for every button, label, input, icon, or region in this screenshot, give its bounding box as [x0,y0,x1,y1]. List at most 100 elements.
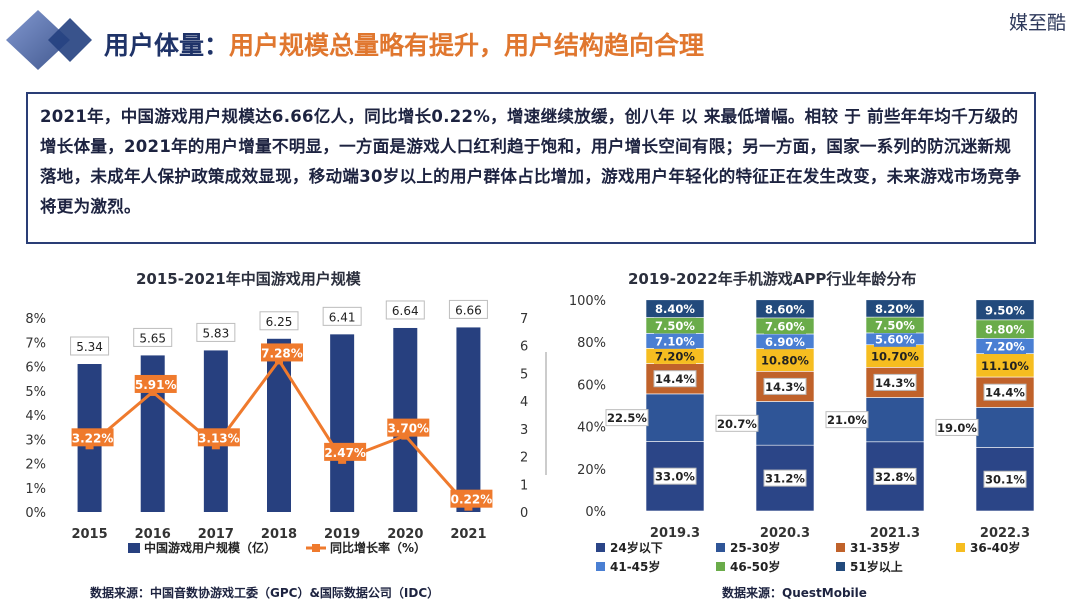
segment-value-label: 19.0% [937,421,977,435]
growth-value-label: 5.91% [135,378,177,392]
segment-value-label: 7.20% [655,349,695,363]
growth-value-label: 3.13% [198,431,240,445]
segment-label-box [654,300,696,317]
right-axis-tick-label: 0 [520,506,528,521]
segment-label-box [654,317,696,334]
legend-label: 46-50岁 [730,559,780,574]
legend-bar-label: 中国游戏用户规模（亿） [144,540,276,555]
legend-label: 41-45岁 [610,559,660,574]
growth-label-box [134,374,177,393]
bar-value-label: 5.83 [202,326,229,340]
segment-value-label: 32.8% [875,470,915,484]
right-axis-tick-label: 1 [520,478,528,493]
bar-label-box [196,322,236,342]
user-scale-chart: 0% 1% 2% 3% 4% 5% 6% 7% 8% 0 1 2 3 4 5 6 7 5.34 2015 5.65 20… [25,299,547,555]
growth-value-label: 0.22% [451,493,493,507]
page-title-prefix: 用户体量： [104,31,230,60]
legend-swatch [596,543,605,552]
left-axis-tick-label: 6% [25,361,46,376]
left-axis-tick-label: 0% [25,506,46,521]
segment-label-box [935,418,979,436]
bar-label-box [133,327,173,347]
segment-value-label: 31.2% [765,472,805,486]
growth-value-label: 7.28% [261,346,303,360]
x-axis-tick-label: 2020 [387,527,423,542]
segment-label-box [653,467,697,485]
left-axis-tick-label: 4% [25,409,46,424]
segment-value-label: 5.60% [875,332,915,346]
segment-value-label: 14.3% [875,376,915,390]
user-scale-bar [330,334,355,512]
user-scale-chart-title: 2015-2021年中国游戏用户规模 [136,270,361,288]
left-axis-tick-label: 8% [25,312,46,327]
left-axis-tick-label: 1% [25,482,46,497]
bar-value-label: 6.64 [392,304,419,318]
segment-label-box [983,383,1027,401]
x-axis-tick-label: 2019 [324,527,360,542]
right-axis-tick-label: 5 [520,367,528,382]
user-scale-data-source: 数据来源：中国音数协游戏工委（GPC）&国际数据公司（IDC） [90,586,440,600]
legend-swatch [836,562,845,571]
segment-label-box [874,317,916,334]
y-axis-tick-label: 60% [577,378,606,393]
growth-label-box [197,428,240,447]
growth-value-label: 2.47% [324,446,366,460]
growth-label-box [71,428,114,447]
segment-value-label: 7.20% [985,339,1025,353]
x-axis-tick-label: 2016 [135,527,171,542]
x-axis-tick-label: 2021 [450,527,486,542]
bar-label-box [385,300,425,320]
summary-text-box: 2021年，中国游戏用户规模达6.66亿人，同比增长0.22%，增速继续放缓，创… [26,92,1036,244]
segment-label-box [653,370,697,388]
segment-label-box [874,330,916,347]
bar-label-box [259,311,299,331]
segment-value-label: 8.40% [655,302,695,316]
segment-value-label: 21.0% [827,413,867,427]
growth-value-label: 3.22% [72,431,114,445]
segment-label-box [983,470,1027,488]
user-scale-bar [267,338,291,512]
right-axis-tick-label: 7 [520,312,528,327]
segment-value-label: 7.60% [765,319,805,333]
segment-label-box [605,409,649,427]
segment-label-box [763,377,807,395]
segment-label-box [874,348,916,365]
growth-value-label: 3.70% [387,422,429,436]
legend-swatch [956,543,965,552]
segment-value-label: 8.80% [985,323,1025,337]
legend-label: 31-35岁 [850,540,900,555]
segment-label-box [873,467,917,485]
growth-label-box [324,442,367,461]
y-axis-tick-label: 20% [577,463,606,478]
segment-value-label: 11.10% [981,359,1029,373]
stacked-bar-segment [865,397,925,443]
y-axis-tick-label: 80% [577,336,606,351]
page-title: 用户体量：用户规模总量略有提升，用户结构趋向合理 [104,26,704,62]
legend-swatch [596,562,605,571]
x-axis-tick-label: 2015 [71,527,107,542]
bar-label-box [448,299,488,319]
bar-value-label: 5.34 [76,340,103,354]
segment-value-label: 33.0% [655,470,695,484]
user-scale-bar [456,327,481,512]
legend-swatch [716,543,725,552]
segment-label-box [984,337,1026,354]
right-axis-tick-label: 6 [520,340,528,355]
stacked-bar-segment [645,393,705,442]
segment-value-label: 9.50% [985,303,1025,317]
segment-value-label: 10.70% [871,350,919,364]
left-axis-tick-label: 3% [25,433,46,448]
segment-value-label: 7.50% [875,319,915,333]
segment-label-box [764,317,806,334]
segment-value-label: 8.60% [765,302,805,316]
legend-label: 51岁以上 [850,559,903,574]
stacked-bar-segment [755,401,815,446]
x-axis-tick-label: 2019.3 [650,526,700,541]
growth-label-box [261,343,303,362]
segment-label-box [764,351,806,368]
bar-value-label: 6.66 [455,303,482,317]
segment-value-label: 20.7% [717,417,757,431]
x-axis-tick-label: 2020.3 [760,526,810,541]
bar-value-label: 6.25 [266,315,293,329]
segment-value-label: 14.4% [985,386,1025,400]
